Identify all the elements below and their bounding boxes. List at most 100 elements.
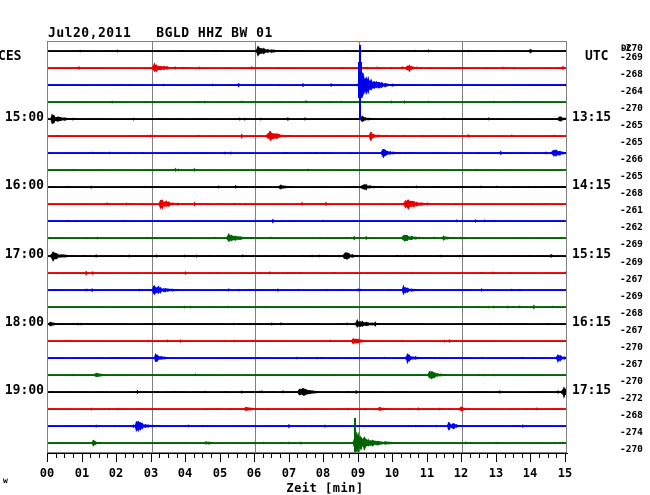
- x-tick-major: [461, 453, 462, 462]
- seismogram-trace-row-1: [48, 62, 566, 73]
- seismogram-trace-row-18: [48, 353, 566, 365]
- x-tick-minor: [64, 453, 65, 458]
- dc-column-header: DC: [621, 44, 632, 54]
- right-hour-label-14-15: 14:15: [572, 178, 612, 194]
- x-tick-minor: [142, 453, 143, 458]
- seismogram-trace-row-8: [48, 183, 566, 192]
- x-tick-label-10: 10: [384, 466, 400, 480]
- grid-line-minute-12: [462, 42, 463, 452]
- seismogram-trace-row-13: [48, 270, 566, 276]
- x-tick-label-02: 02: [108, 466, 124, 480]
- left-hour-label-17-00: 17:00: [4, 246, 44, 262]
- dc-value-6: -265: [620, 136, 643, 148]
- dc-value-7: -266: [620, 154, 643, 166]
- x-tick-minor: [315, 453, 316, 458]
- x-axis-label: Zeit [min]: [286, 481, 364, 495]
- x-tick-minor: [470, 453, 471, 458]
- x-tick-label-08: 08: [315, 466, 331, 480]
- dc-value-18: -270: [620, 341, 643, 353]
- x-tick-minor: [332, 453, 333, 458]
- seismogram-trace-row-9: [48, 199, 566, 211]
- x-tick-minor: [436, 453, 437, 458]
- seismogram-trace-row-4: [48, 113, 566, 125]
- x-tick-minor: [522, 453, 523, 458]
- x-tick-minor: [125, 453, 126, 458]
- x-tick-major: [358, 453, 359, 462]
- x-tick-major: [530, 453, 531, 462]
- x-tick-minor: [202, 453, 203, 458]
- x-tick-label-01: 01: [74, 466, 90, 480]
- x-tick-label-03: 03: [143, 466, 159, 480]
- seismogram-trace-row-12: [48, 250, 566, 262]
- x-tick-label-07: 07: [281, 466, 297, 480]
- seismogram-plot-area: [47, 41, 567, 453]
- x-tick-major: [185, 453, 186, 462]
- x-tick-minor: [73, 453, 74, 458]
- x-tick-minor: [375, 453, 376, 458]
- x-tick-minor: [211, 453, 212, 458]
- seismogram-trace-row-17: [48, 337, 566, 345]
- grid-line-minute-3: [152, 42, 153, 452]
- dc-value-5: -265: [620, 119, 643, 131]
- x-axis: [47, 453, 568, 467]
- dc-value-13: -269: [620, 256, 643, 268]
- x-tick-label-04: 04: [177, 466, 193, 480]
- x-tick-minor: [453, 453, 454, 458]
- x-tick-minor: [513, 453, 514, 458]
- x-tick-minor: [271, 453, 272, 458]
- seismogram-trace-row-15: [48, 304, 566, 310]
- x-tick-major: [151, 453, 152, 462]
- seismogram-trace-row-0: [48, 45, 566, 57]
- dc-value-22: -268: [620, 410, 643, 422]
- x-tick-minor: [306, 453, 307, 458]
- x-tick-minor: [177, 453, 178, 458]
- x-tick-minor: [280, 453, 281, 458]
- seismogram-trace-row-14: [48, 284, 566, 296]
- x-tick-minor: [90, 453, 91, 458]
- dc-value-12: -269: [620, 239, 643, 251]
- x-tick-major: [47, 453, 48, 462]
- left-timezone-label: CES: [0, 49, 22, 64]
- grid-line-minute-6: [255, 42, 256, 452]
- left-hour-label-16-00: 16:00: [4, 178, 44, 194]
- x-tick-minor: [418, 453, 419, 458]
- x-tick-label-06: 06: [246, 466, 262, 480]
- x-tick-minor: [237, 453, 238, 458]
- x-tick-minor: [263, 453, 264, 458]
- seismogram-trace-row-6: [48, 148, 566, 159]
- dc-value-9: -268: [620, 188, 643, 200]
- large-event-spike-core: [358, 62, 362, 98]
- dc-value-23: -274: [620, 427, 643, 439]
- right-hour-label-column: 13:15 14:15 15:15 16:15 17:15: [572, 41, 618, 453]
- corner-mark: w: [3, 476, 8, 485]
- dc-value-20: -270: [620, 376, 643, 388]
- seismogram-trace-row-7: [48, 167, 566, 172]
- x-tick-minor: [228, 453, 229, 458]
- dc-value-0: -270: [620, 43, 643, 54]
- x-tick-minor: [556, 453, 557, 458]
- x-tick-label-14: 14: [522, 466, 538, 480]
- x-tick-minor: [349, 453, 350, 458]
- dc-value-17: -267: [620, 324, 643, 336]
- left-hour-label-column: 15:00 16:00 17:00 18:00 19:00: [0, 41, 44, 453]
- x-tick-label-05: 05: [212, 466, 228, 480]
- dc-value-24: -270: [620, 444, 643, 456]
- x-tick-minor: [401, 453, 402, 458]
- dc-value-3: -264: [620, 85, 643, 97]
- x-tick-minor: [168, 453, 169, 458]
- dc-value-10: -261: [620, 205, 643, 217]
- dc-value-8: -265: [620, 171, 643, 183]
- x-tick-major: [289, 453, 290, 462]
- large-green-event-spike: [354, 418, 356, 452]
- left-hour-label-18-00: 18:00: [4, 314, 44, 330]
- right-hour-label-16-15: 16:15: [572, 314, 612, 330]
- x-tick-major: [323, 453, 324, 462]
- grid-line-minute-9: [359, 42, 360, 452]
- seismogram-trace-row-20: [48, 386, 566, 400]
- dc-value-19: -267: [620, 359, 643, 371]
- x-tick-major: [82, 453, 83, 462]
- x-tick-minor: [505, 453, 506, 458]
- x-tick-major: [392, 453, 393, 462]
- x-tick-minor: [133, 453, 134, 458]
